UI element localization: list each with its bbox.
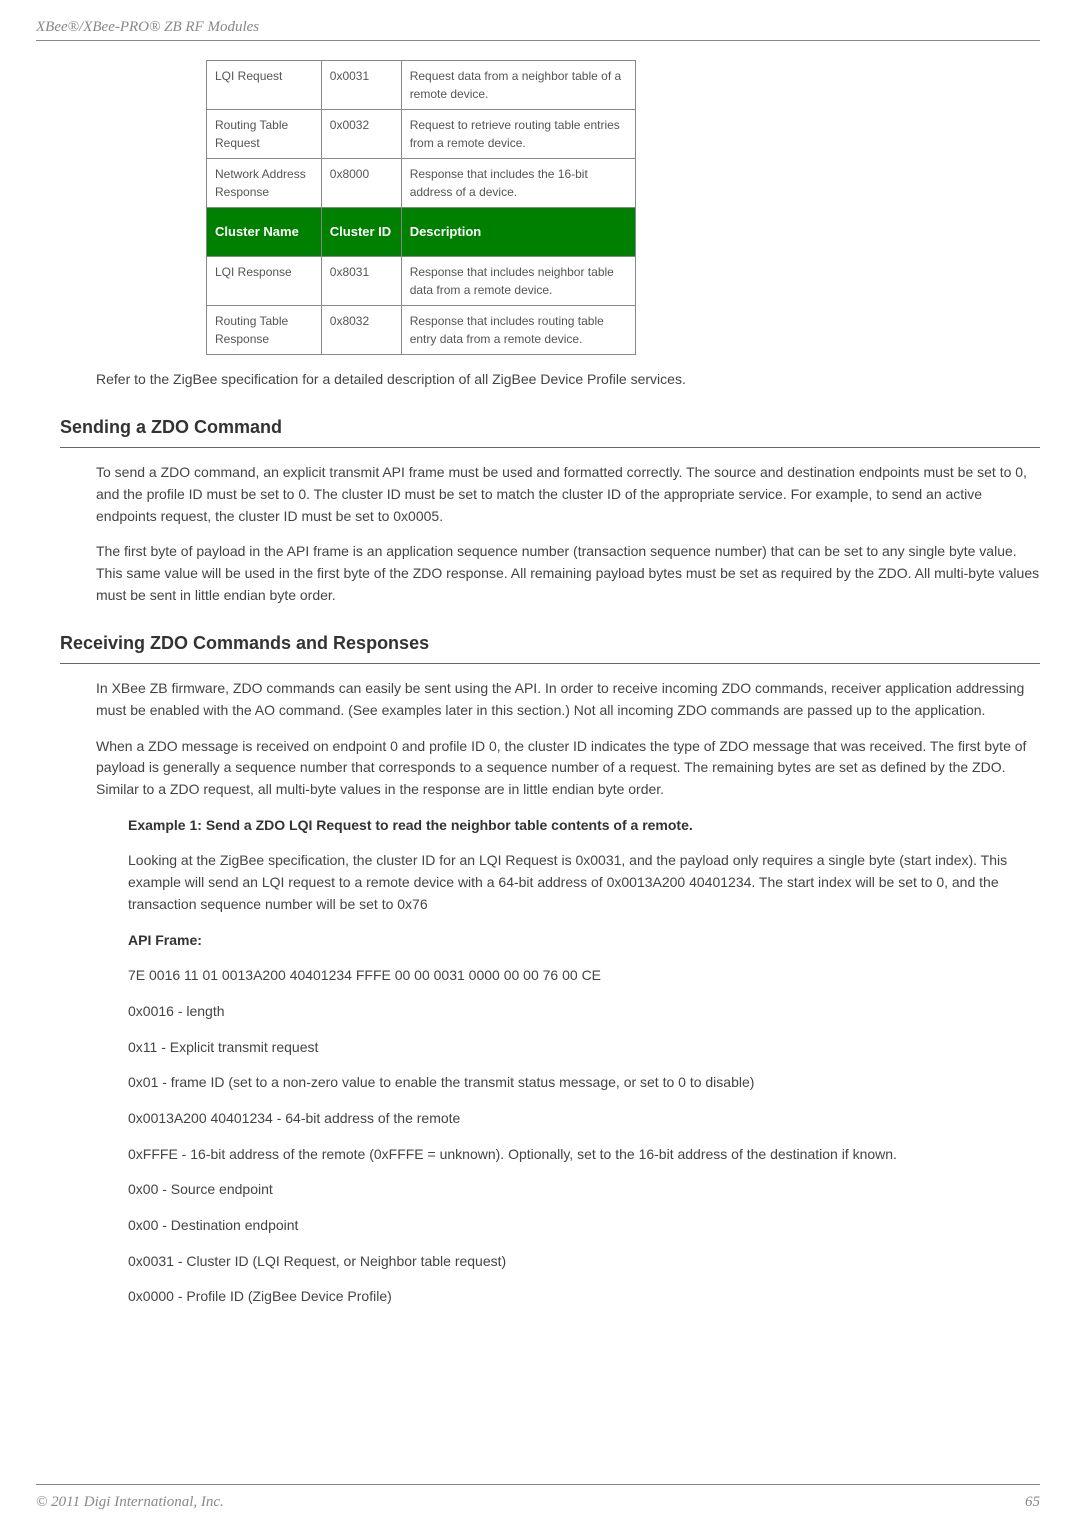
- cell-cluster-id: 0x8031: [321, 256, 401, 305]
- table-row: Routing Table Response 0x8032 Response t…: [207, 305, 636, 354]
- table-row: Routing Table Request 0x0032 Request to …: [207, 110, 636, 159]
- cell-cluster-id: 0x8000: [321, 159, 401, 208]
- body-paragraph: When a ZDO message is received on endpoi…: [96, 736, 1040, 801]
- cell-cluster-name: Routing Table Request: [207, 110, 322, 159]
- cell-cluster-id: 0x8032: [321, 305, 401, 354]
- body-paragraph: To send a ZDO command, an explicit trans…: [96, 462, 1040, 527]
- cell-cluster-name: Routing Table Response: [207, 305, 322, 354]
- api-frame-line: 0x00 - Source endpoint: [128, 1179, 1040, 1201]
- api-frame-label: API Frame:: [128, 930, 1040, 952]
- api-frame-line: 0x0016 - length: [128, 1001, 1040, 1023]
- table-header-row: Cluster Name Cluster ID Description: [207, 208, 636, 257]
- cell-description: Response that includes the 16-bit addres…: [401, 159, 635, 208]
- section-heading: Receiving ZDO Commands and Responses: [60, 630, 1040, 657]
- page-content: LQI Request 0x0031 Request data from a n…: [36, 60, 1040, 1308]
- header-rule: [36, 40, 1040, 41]
- cell-description: Response that includes neighbor table da…: [401, 256, 635, 305]
- example-title: Example 1: Send a ZDO LQI Request to rea…: [128, 815, 1040, 837]
- footer-rule: [36, 1484, 1040, 1485]
- section-rule: [60, 447, 1040, 448]
- cell-cluster-name: LQI Response: [207, 256, 322, 305]
- cell-cluster-name: Network Address Response: [207, 159, 322, 208]
- footer-copyright: © 2011 Digi International, Inc.: [36, 1491, 224, 1514]
- api-frame-line: 0x0000 - Profile ID (ZigBee Device Profi…: [128, 1286, 1040, 1308]
- body-paragraph: In XBee ZB firmware, ZDO commands can ea…: [96, 678, 1040, 721]
- zdo-cluster-table: LQI Request 0x0031 Request data from a n…: [206, 60, 636, 355]
- api-frame-line: 7E 0016 11 01 0013A200 40401234 FFFE 00 …: [128, 965, 1040, 987]
- cell-cluster-id: 0x0031: [321, 61, 401, 110]
- table-row: LQI Request 0x0031 Request data from a n…: [207, 61, 636, 110]
- cell-description: Response that includes routing table ent…: [401, 305, 635, 354]
- page-footer: © 2011 Digi International, Inc. 65: [36, 1484, 1040, 1514]
- table-row: Network Address Response 0x8000 Response…: [207, 159, 636, 208]
- api-frame-line: 0xFFFE - 16-bit address of the remote (0…: [128, 1144, 1040, 1166]
- footer-page-number: 65: [1025, 1491, 1040, 1514]
- cell-description: Request to retrieve routing table entrie…: [401, 110, 635, 159]
- cell-cluster-id: 0x0032: [321, 110, 401, 159]
- table-row: LQI Response 0x8031 Response that includ…: [207, 256, 636, 305]
- cell-description: Request data from a neighbor table of a …: [401, 61, 635, 110]
- api-frame-line: 0x01 - frame ID (set to a non-zero value…: [128, 1072, 1040, 1094]
- api-frame-line: 0x0031 - Cluster ID (LQI Request, or Nei…: [128, 1251, 1040, 1273]
- cell-cluster-name: LQI Request: [207, 61, 322, 110]
- col-header-id: Cluster ID: [321, 208, 401, 257]
- example-intro: Looking at the ZigBee specification, the…: [128, 850, 1040, 915]
- doc-header-title: XBee®/XBee-PRO® ZB RF Modules: [36, 16, 259, 39]
- section-rule: [60, 663, 1040, 664]
- body-paragraph: The first byte of payload in the API fra…: [96, 541, 1040, 606]
- col-header-name: Cluster Name: [207, 208, 322, 257]
- after-table-paragraph: Refer to the ZigBee specification for a …: [96, 369, 1040, 391]
- api-frame-line: 0x11 - Explicit transmit request: [128, 1037, 1040, 1059]
- example-block: Example 1: Send a ZDO LQI Request to rea…: [128, 815, 1040, 1308]
- col-header-desc: Description: [401, 208, 635, 257]
- api-frame-line: 0x0013A200 40401234 - 64-bit address of …: [128, 1108, 1040, 1130]
- api-frame-line: 0x00 - Destination endpoint: [128, 1215, 1040, 1237]
- section-heading: Sending a ZDO Command: [60, 414, 1040, 441]
